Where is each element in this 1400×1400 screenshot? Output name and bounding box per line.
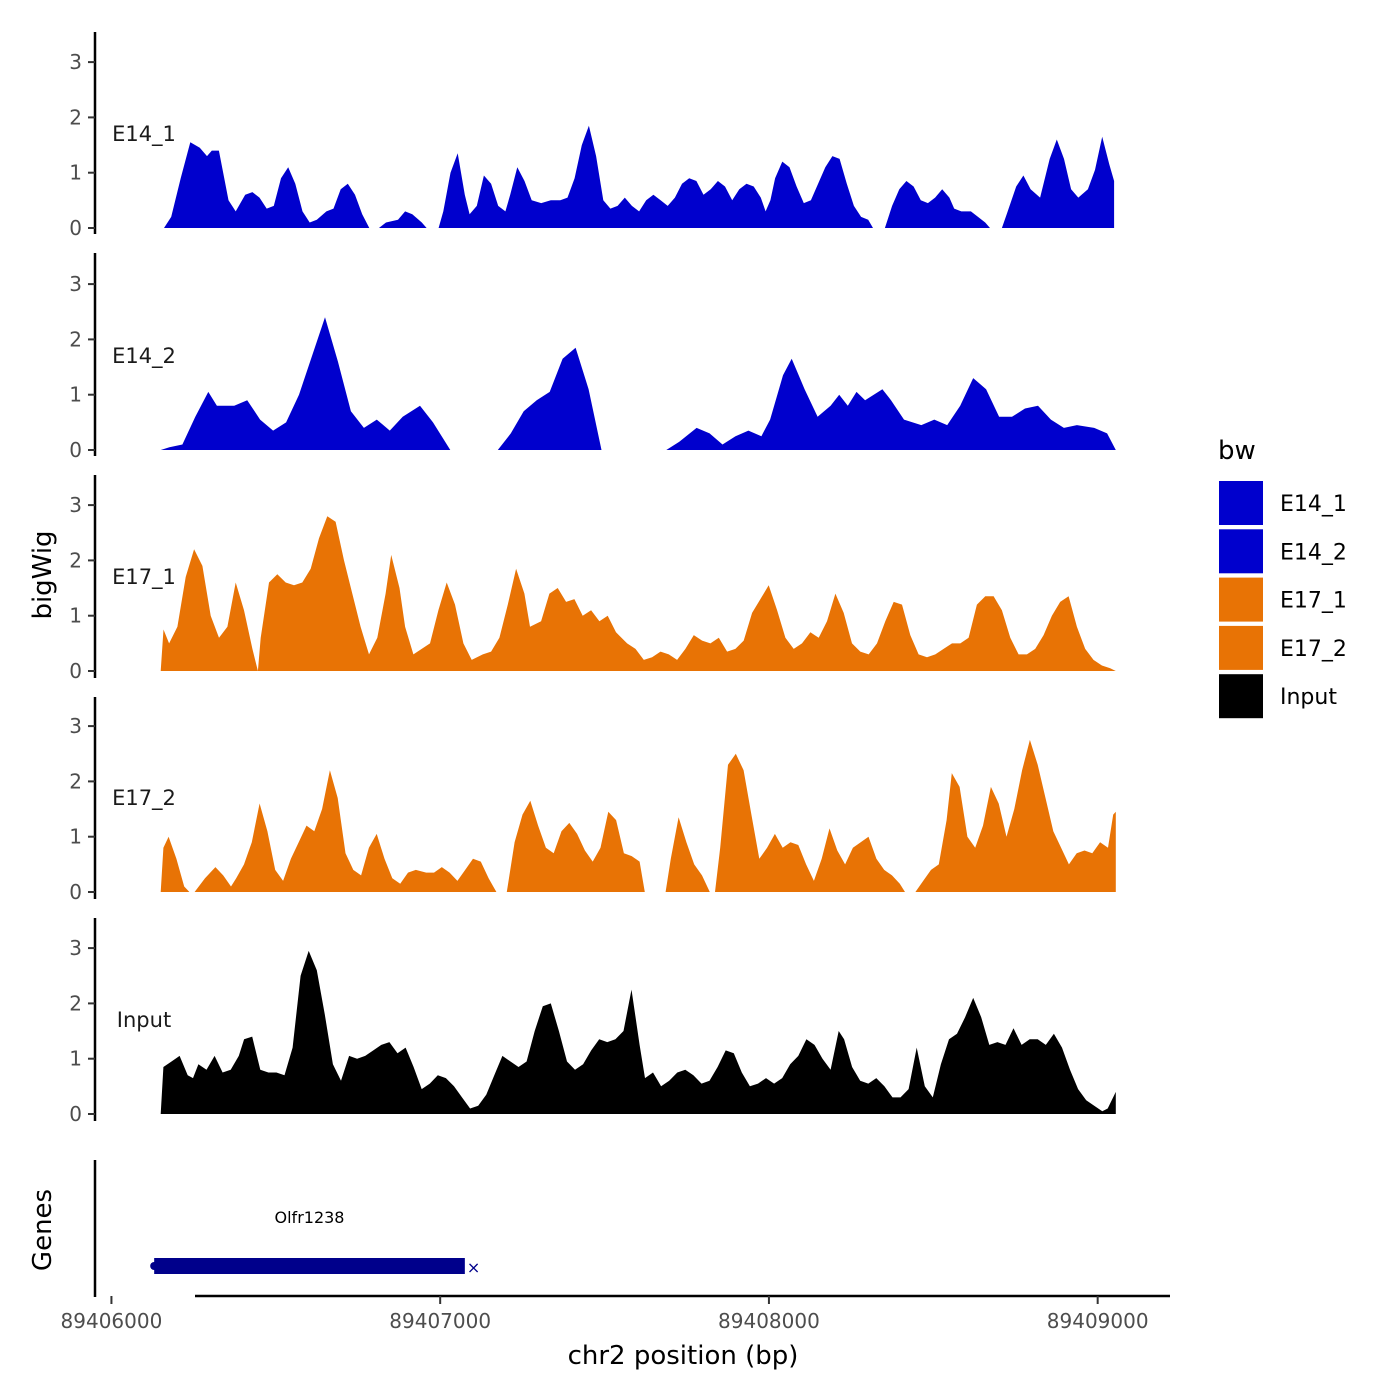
y-tick-label: 3 [69,493,82,517]
y-tick-label: 2 [69,991,82,1015]
track-label: E14_2 [112,344,176,369]
coverage-area [497,347,602,450]
gene-start-marker [150,1262,159,1270]
track-label: E14_1 [112,122,176,147]
legend-swatch [1219,674,1263,719]
gene-bar [154,1258,465,1274]
x-tick-label: 89408000 [718,1309,820,1333]
track-input: 0 1 2 3 Input [69,918,1116,1126]
coverage-area [378,211,427,228]
y-tick-label: 3 [69,936,82,960]
legend-swatch [1219,529,1263,574]
gene-track-panel: × Olfr1238 [93,1160,480,1297]
legend-label: E17_1 [1280,589,1347,614]
track-e17-1: 0 1 2 3 E17_1 [69,475,1116,683]
track-label: Input [117,1008,171,1032]
coverage-area [884,181,990,228]
coverage-area [160,950,1116,1114]
y-tick-label: 2 [69,769,82,793]
track-panels: 0 1 2 3 E14_1 0 1 2 3 E14_2 0 1 2 3 E17_1 0 1 2 3 E17_2 0 1 2 3… [69,32,1116,1126]
track-label: E17_1 [112,565,176,590]
y-tick-label: 1 [69,825,82,849]
y-tick-label: 2 [69,327,82,351]
legend: bw E14_1 E14_2 E17_1 E17_2 Input [1218,436,1347,719]
coverage-area [665,817,710,892]
y-tick-label: 1 [69,161,82,185]
y-tick-label: 0 [69,659,82,683]
coverage-area [1001,136,1115,228]
x-tick-label: 89409000 [1047,1309,1149,1333]
coverage-area [715,753,905,892]
track-label: E17_2 [112,786,176,811]
x-axis: 89406000 89407000 89408000 89409000 [61,1294,1170,1333]
legend-title: bw [1218,436,1256,466]
coverage-area [160,516,1116,671]
genes-axis-title: Genes [28,1189,58,1271]
legend-swatch [1219,625,1263,670]
coverage-area [194,770,497,892]
coverage-area [506,800,645,892]
y-tick-label: 2 [69,548,82,572]
legend-swatch [1219,481,1263,525]
y-tick-label: 1 [69,1047,82,1071]
coverage-area [438,125,873,228]
legend-label: E14_1 [1280,492,1347,517]
legend-label: E14_2 [1280,540,1347,565]
x-tick-label: 89407000 [389,1309,491,1333]
coverage-area [160,317,451,450]
y-tick-label: 0 [69,216,82,240]
y-tick-label: 0 [69,880,82,904]
y-tick-label: 0 [69,1102,82,1126]
coverage-area [915,739,1116,892]
track-e14-2: 0 1 2 3 E14_2 [69,253,1116,462]
y-tick-label: 1 [69,604,82,628]
y-tick-label: 1 [69,383,82,407]
y-tick-label: 2 [69,105,82,129]
coverage-area [666,358,1116,450]
y-tick-label: 0 [69,438,82,462]
track-e17-2: 0 1 2 3 E17_2 [69,697,1116,904]
y-axis-title: bigWig [28,530,58,619]
legend-swatch [1219,577,1263,622]
track-e14-1: 0 1 2 3 E14_1 [69,32,1115,240]
x-tick-label: 89406000 [61,1309,163,1333]
coverage-area [164,142,370,228]
gene-end-marker: × [467,1258,480,1277]
legend-label: Input [1280,685,1337,710]
coverage-area [160,836,190,892]
x-axis-title: chr2 position (bp) [568,1341,799,1371]
y-tick-label: 3 [69,50,82,74]
legend-label: E17_2 [1280,637,1347,662]
gene-label: Olfr1238 [275,1208,345,1227]
y-tick-label: 3 [69,714,82,738]
y-tick-label: 3 [69,272,82,296]
